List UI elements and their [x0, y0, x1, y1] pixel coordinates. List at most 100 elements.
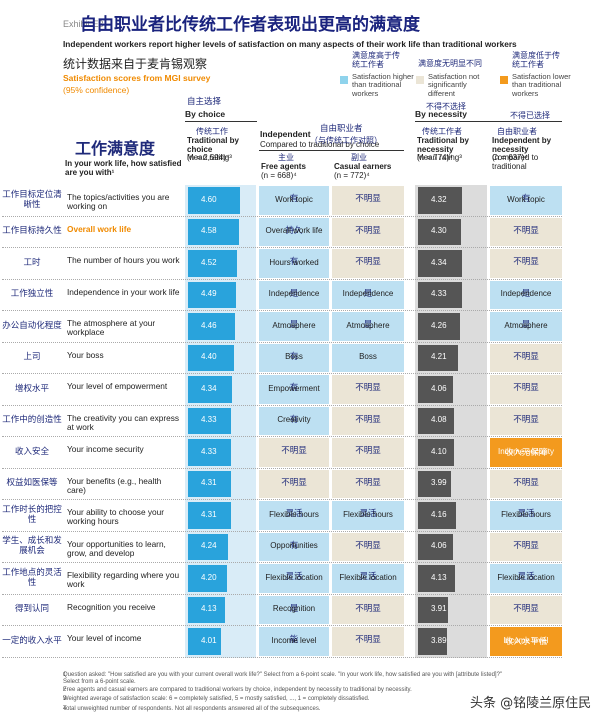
row-item: Your level of income	[67, 633, 142, 643]
row-rule	[2, 656, 562, 658]
choice-value-label: 4.24	[201, 541, 217, 551]
row-label-cn: 增权水平	[14, 383, 49, 394]
row-rule	[2, 310, 562, 311]
row-label-cn: 上司	[23, 352, 41, 363]
footnote-text: Free agents and casual earners are compa…	[63, 686, 412, 693]
choice-value-label: 4.58	[201, 226, 217, 236]
group-rule	[185, 121, 257, 122]
row-item: Your benefits (e.g., health care)	[67, 475, 162, 495]
comparison-cell: Boss	[332, 343, 404, 372]
legend-note-cn: 不得已选择	[510, 111, 550, 120]
comparison-cell: 灵活 Flexible hours	[490, 501, 562, 530]
comparison-cn: 灵活	[285, 572, 303, 583]
comparison-cell: 灵活 Flexible location	[259, 564, 329, 593]
column-header: 副业 Casual earners (n = 772)⁴	[334, 153, 406, 179]
comparison-label: Flexible hours	[343, 509, 393, 519]
comparison-cell: 不明显	[490, 406, 562, 435]
comparison-cn: 不明显	[513, 351, 539, 362]
group-rule	[415, 121, 562, 122]
legend-swatch	[500, 76, 508, 84]
comparison-label: Boss	[285, 352, 303, 362]
necessity-bar	[418, 470, 451, 497]
question: In your work life, how satisfied are you…	[65, 159, 182, 177]
comparison-cell: 不明显	[332, 438, 404, 467]
comparison-cell: 灵活 Flexible location	[490, 564, 562, 593]
comparison-cn: 是	[289, 320, 299, 331]
necessity-bar	[418, 407, 454, 434]
choice-value-label: 4.34	[201, 383, 217, 393]
row-label-cn: 办公自动化程度	[2, 320, 62, 331]
comparison-label: Opportunities	[270, 541, 318, 551]
row-label-cn: 一定的收入水平	[2, 635, 62, 646]
watermark: 头条 @铭陵兰原住民	[470, 696, 592, 711]
choice-value-label: 4.13	[201, 604, 217, 614]
group-independent-cn: 自由职业者	[320, 124, 363, 134]
comparison-cell: 不明显	[490, 469, 562, 498]
row-item: Independence in your work life	[67, 286, 180, 297]
group-necessity: By necessity	[415, 109, 467, 119]
choice-bar	[188, 281, 237, 308]
column-header: 传统工作 Traditional by choice Mean rating³ (n …	[187, 127, 258, 162]
row-label-cn: 工作地点的灵活性	[2, 567, 62, 588]
comparison-cell: 持久 Overall work life	[259, 217, 329, 246]
comparison-cell: 不明显	[332, 217, 404, 246]
source: Satisfaction scores from MGI survey	[63, 73, 211, 83]
footnote-number: 4	[63, 705, 67, 712]
choice-value-label: 4.46	[201, 320, 217, 330]
row-label-cn: 工作中的创造性	[2, 415, 62, 426]
necessity-bar	[418, 628, 448, 655]
column-header-n: (n = 637)⁴	[492, 153, 528, 163]
row-label-cn: 权益如医保等	[6, 478, 58, 489]
row-rule	[2, 499, 562, 500]
row-label-cn: 工作时长的把控性	[2, 504, 62, 525]
comparison-cell: 不明显	[332, 627, 404, 656]
comparison-cn: 不明显	[513, 603, 539, 614]
comparison-label: Flexible hours	[269, 509, 319, 519]
subtitle: Independent workers report higher levels…	[63, 39, 517, 49]
choice-bar	[188, 596, 225, 623]
legend-swatch	[340, 76, 348, 84]
column-header-cn: 主业	[278, 153, 294, 162]
legend-label: Satisfaction not significantly different	[428, 72, 480, 98]
necessity-bar	[418, 313, 460, 340]
comparison-cn: 不明显	[281, 477, 307, 488]
choice-bar	[188, 439, 232, 466]
column-header-n: (n = 772)⁴	[334, 170, 370, 180]
necessity-bar	[418, 218, 461, 245]
footnote-number: 1	[63, 672, 67, 678]
necessity-bar	[418, 187, 462, 214]
legend-note-cn: 不得不选择	[426, 102, 466, 111]
comparison-cn: 是	[363, 320, 373, 331]
comparison-cn: 不明显	[355, 446, 381, 457]
comparison-label: Empowerment	[268, 383, 320, 393]
comparison-label: Atmosphere	[346, 320, 390, 330]
column-header-n: (n = 774)⁴	[417, 153, 453, 163]
comparison-cell: 有 Work topic	[259, 186, 329, 215]
comparison-label: Income level	[271, 635, 317, 645]
comparison-cell: 收入无保障 Income security	[490, 438, 562, 467]
necessity-value-label: 4.13	[431, 572, 447, 582]
row-item: Overall work life	[67, 223, 132, 234]
comparison-cn: 不明显	[513, 540, 539, 551]
choice-bar	[188, 628, 221, 655]
row-rule	[2, 562, 562, 563]
comparison-cell: 灵活 Flexible hours	[332, 501, 404, 530]
comparison-cn: 有	[289, 540, 299, 551]
comparison-cell: 不明显	[332, 595, 404, 624]
necessity-bar	[418, 565, 456, 592]
necessity-value-label: 4.26	[431, 320, 447, 330]
comparison-cell: 不明显	[490, 532, 562, 561]
comparison-cell: 不明显	[332, 249, 404, 278]
necessity-value-label: 3.91	[431, 604, 447, 614]
choice-value-label: 4.20	[201, 572, 217, 582]
comparison-label: Atmosphere	[504, 320, 548, 330]
row-item: Your boss	[67, 349, 104, 360]
comparison-cn: 有	[289, 351, 299, 362]
comparison-label: Atmosphere	[272, 320, 316, 330]
comparison-cn: 不明显	[355, 225, 381, 236]
column-header-title: Traditional by choice	[187, 135, 240, 154]
column-header: 自由职业者 Independent by necessity Compared to…	[492, 127, 564, 171]
comparison-cell: 灵活 Flexible hours	[259, 501, 329, 530]
group-independent: Independent	[260, 129, 311, 139]
comparison-cn: 有	[289, 194, 299, 205]
